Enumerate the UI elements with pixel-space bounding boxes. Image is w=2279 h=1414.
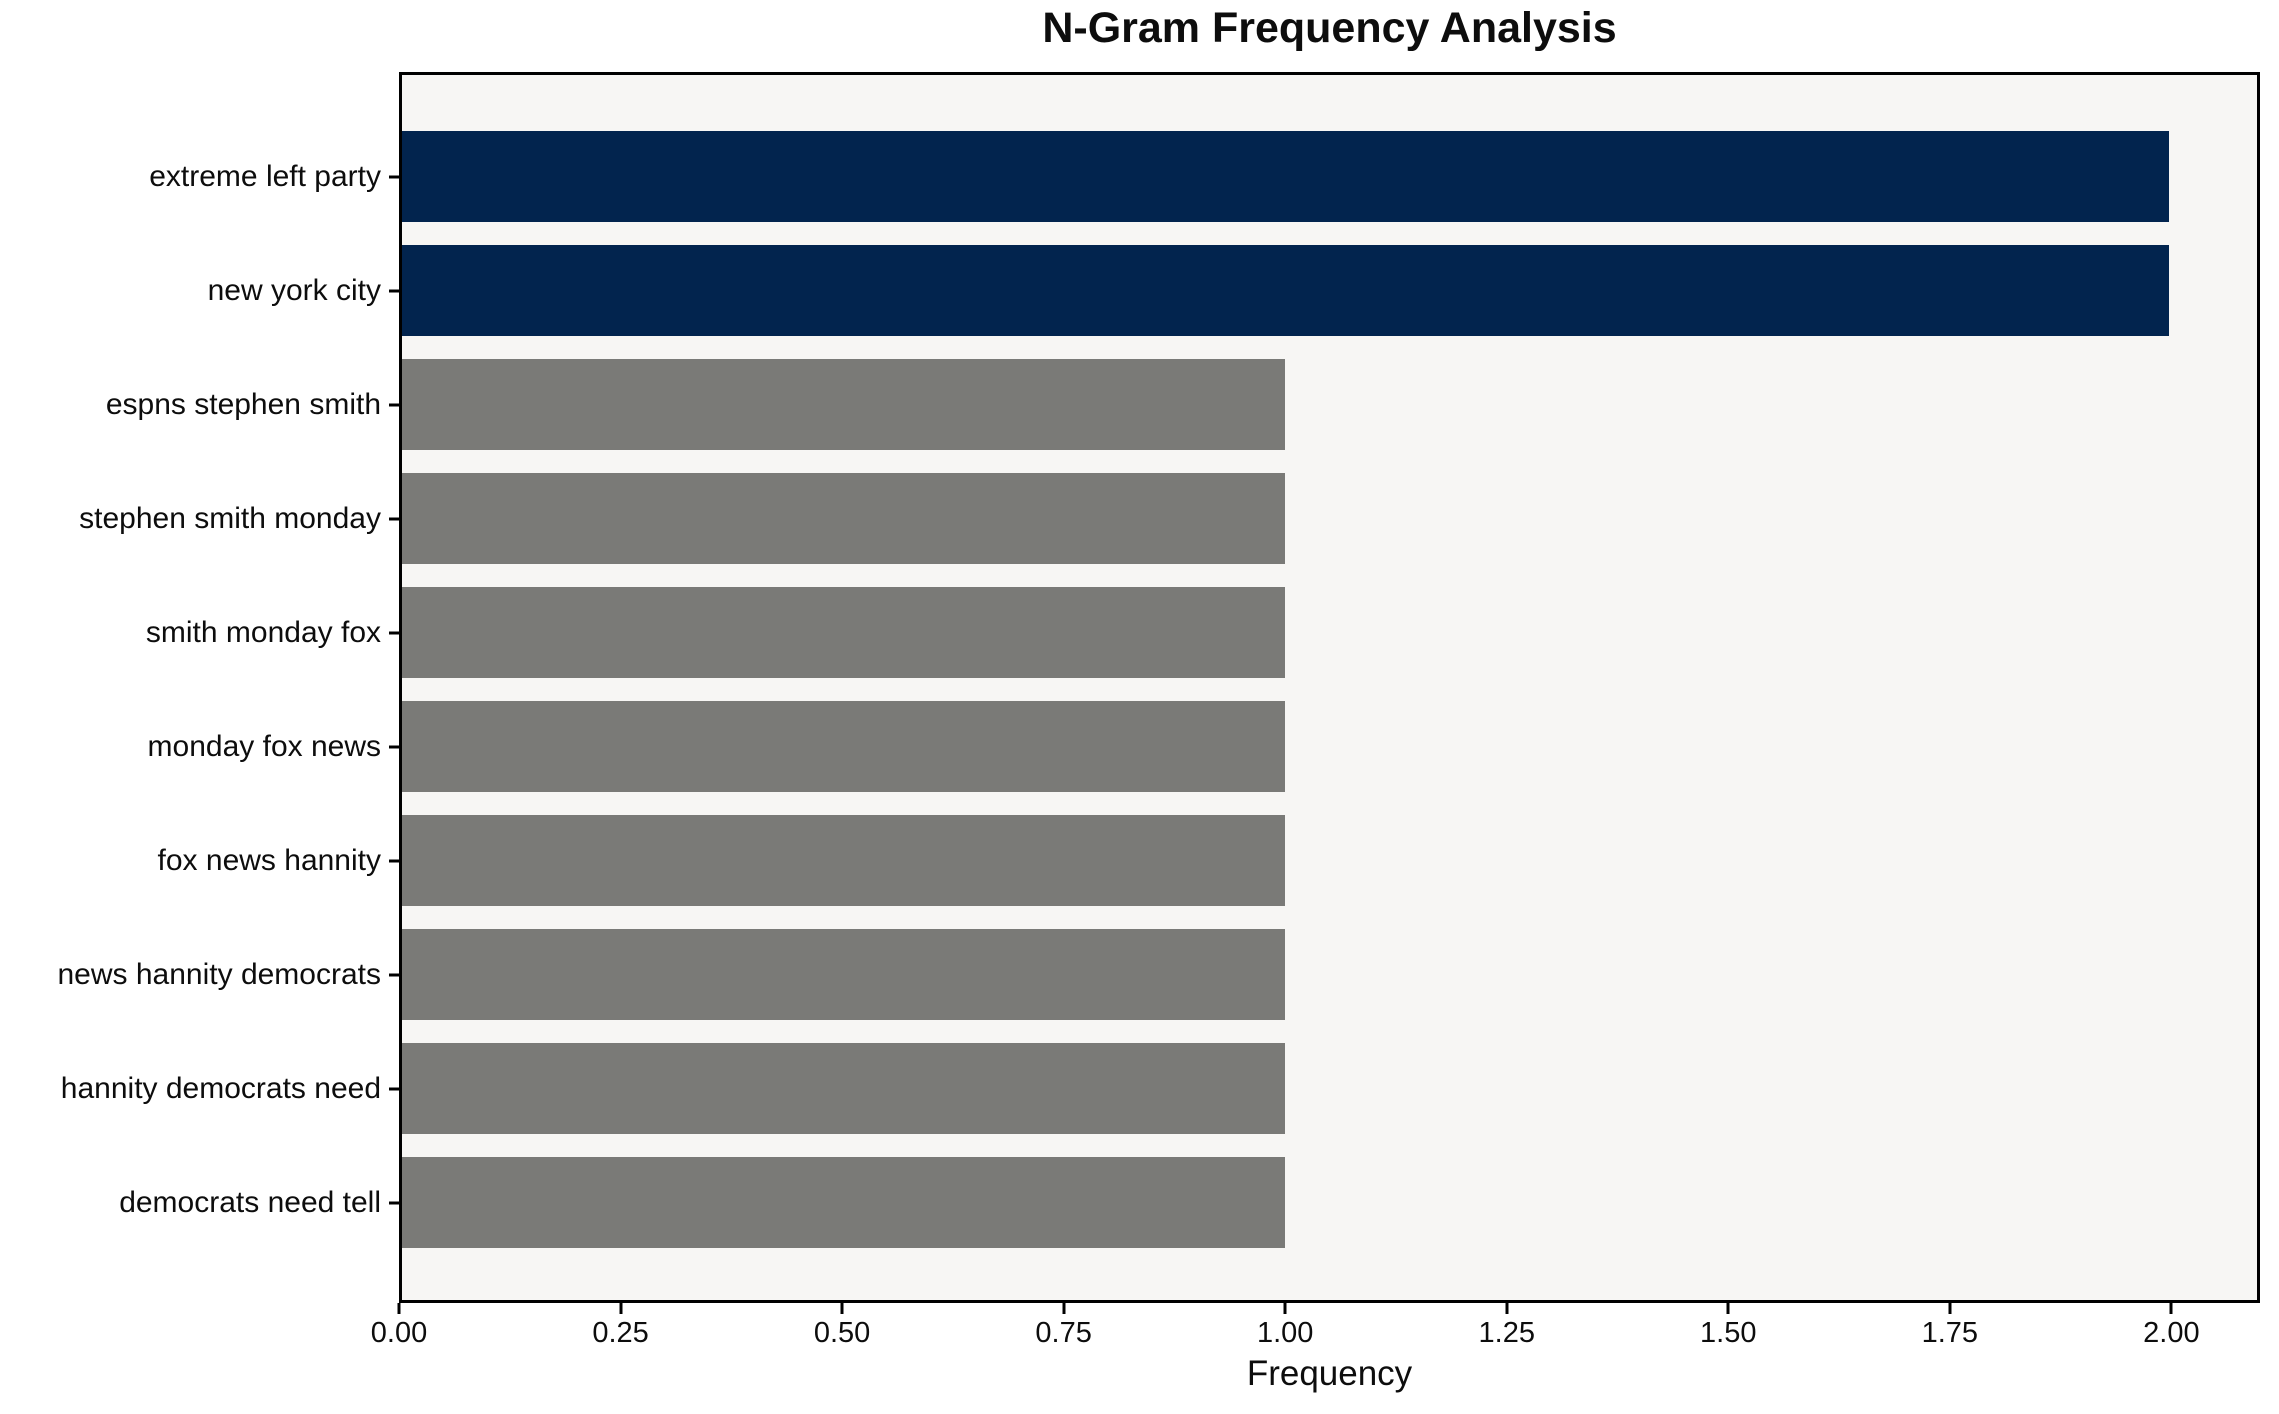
y-tick-label: fox news hannity [157,843,381,877]
bar [402,701,1286,792]
y-tick-label: smith monday fox [145,615,381,649]
x-tick [840,1303,844,1314]
x-tick [397,1303,401,1314]
x-tick [2169,1303,2173,1314]
chart-title: N-Gram Frequency Analysis [1042,4,1617,52]
x-axis-label: Frequency [1246,1354,1413,1393]
y-tick [389,745,399,748]
x-tick [1948,1303,1952,1314]
x-tick-label: 2.00 [2143,1317,2200,1349]
y-tick-label: democrats need tell [119,1185,381,1219]
y-tick-label: extreme left party [149,159,381,193]
y-tick-label: news hannity democrats [57,957,382,991]
bar [402,359,1286,450]
x-tick [1283,1303,1287,1314]
y-tick [389,403,399,406]
x-tick-label: 0.00 [370,1317,428,1349]
y-tick-label: hannity democrats need [60,1071,381,1105]
x-tick-label: 0.25 [592,1317,649,1349]
y-tick [389,1087,399,1090]
y-tick-label: stephen smith monday [79,501,381,535]
y-tick-label: new york city [207,273,381,307]
x-tick [1062,1303,1066,1314]
plot-area [399,72,2260,1303]
bar [402,245,2169,336]
y-tick-label: espns stephen smith [105,387,381,421]
x-tick-label: 1.50 [1700,1317,1757,1349]
y-tick-label: monday fox news [147,729,381,763]
y-tick [389,973,399,976]
y-tick [389,631,399,634]
y-tick [389,859,399,862]
bar [402,587,1286,678]
bar [402,131,2169,222]
bar [402,1157,1286,1248]
x-tick-label: 1.00 [1256,1317,1314,1349]
y-tick [389,289,399,292]
bar [402,929,1286,1020]
bar [402,1043,1286,1134]
x-tick-label: 0.75 [1035,1317,1092,1349]
y-tick [389,1201,399,1204]
bar [402,815,1286,906]
bar [402,473,1286,564]
y-tick [389,175,399,178]
y-tick [389,517,399,520]
x-tick [1505,1303,1509,1314]
x-tick-label: 1.25 [1478,1317,1535,1349]
x-tick-label: 0.50 [813,1317,871,1349]
x-tick-label: 1.75 [1921,1317,1979,1349]
x-tick [1726,1303,1730,1314]
x-tick [619,1303,623,1314]
